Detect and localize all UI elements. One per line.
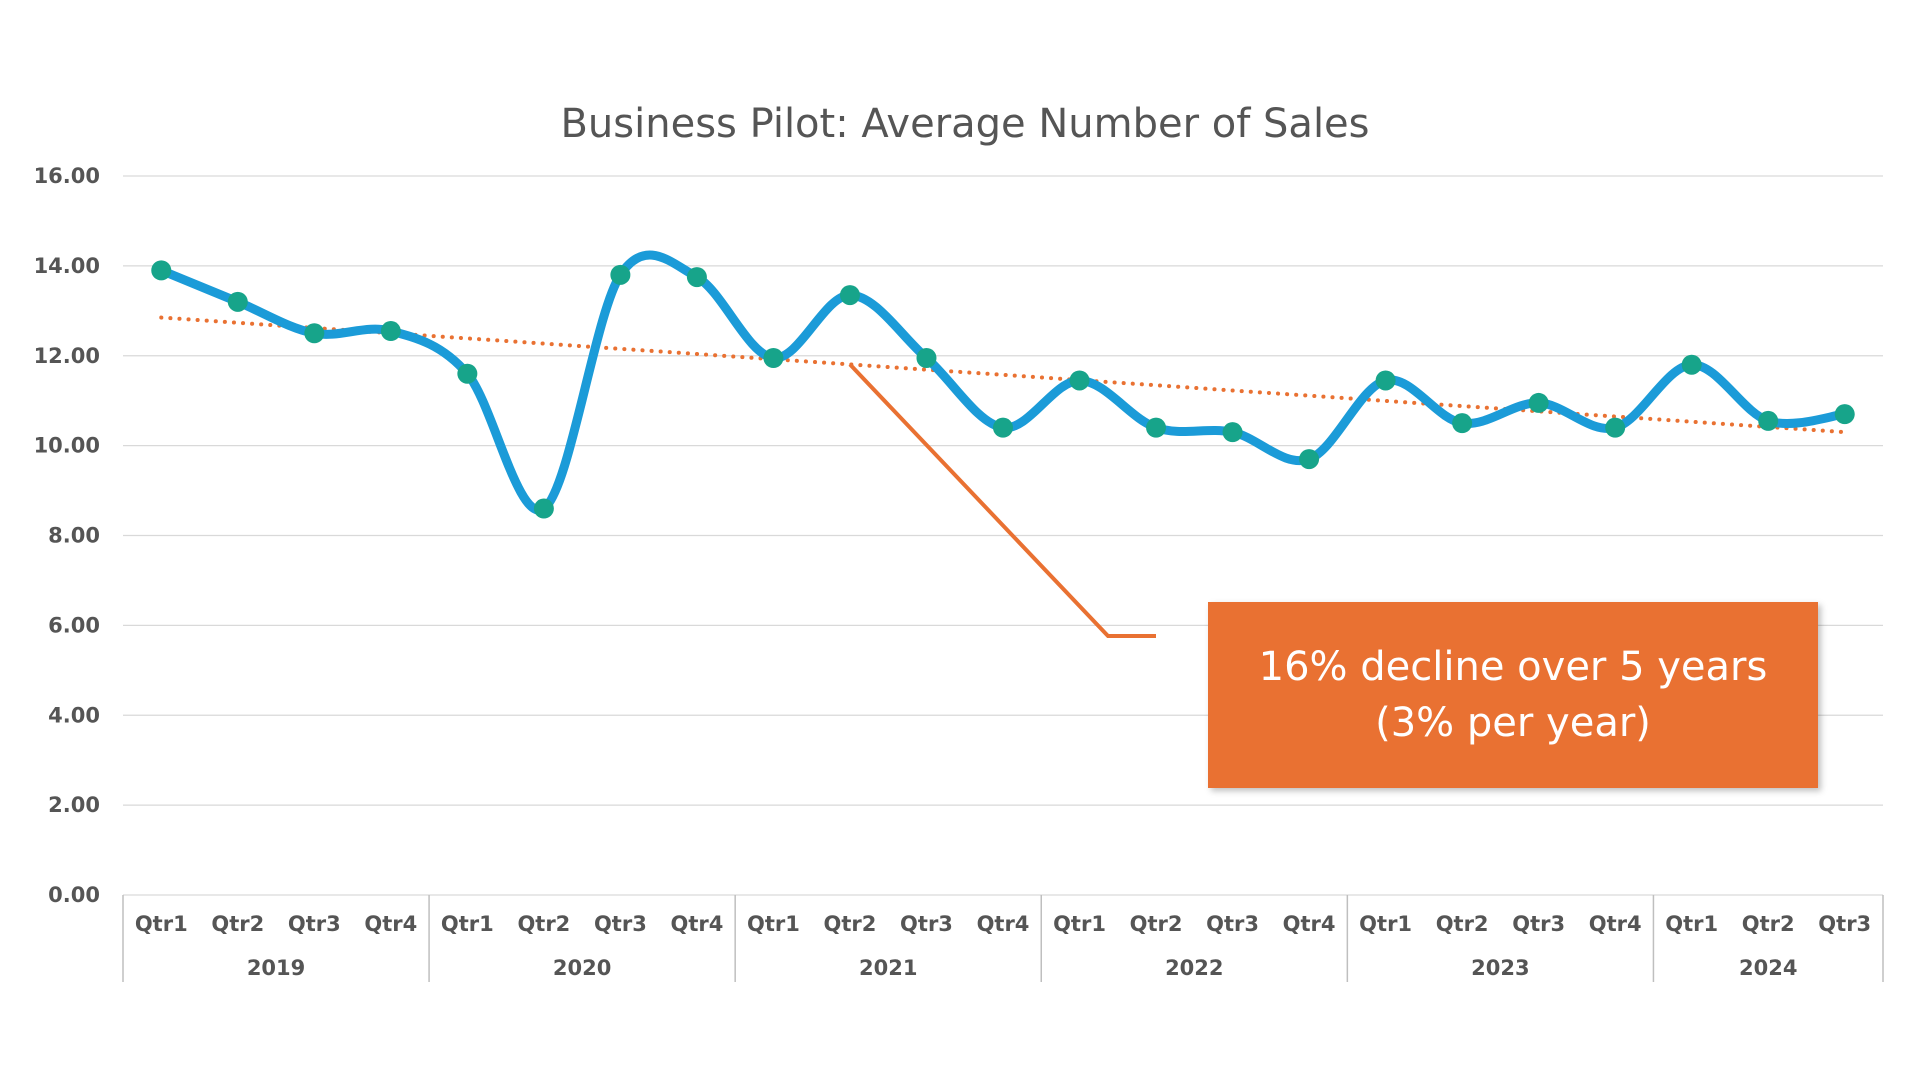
y-tick-label: 10.00 [34, 434, 100, 458]
trendline [159, 315, 1847, 435]
series-layer [156, 250, 1850, 515]
x-tick-label: Qtr1 [135, 912, 188, 936]
x-tick-label: Qtr3 [1818, 912, 1871, 936]
x-tick-label: Qtr4 [977, 912, 1030, 936]
callout-line-2: (3% per year) [1375, 700, 1651, 746]
gridlines [123, 175, 1883, 896]
x-tick-label: Qtr2 [1742, 912, 1795, 936]
data-point [993, 417, 1013, 438]
data-point [1222, 422, 1243, 443]
y-tick-label: 12.00 [34, 344, 100, 368]
callout-leader-line [848, 363, 1156, 638]
x-tick-label: Qtr2 [1436, 912, 1489, 936]
data-point [1452, 413, 1473, 434]
data-point [763, 347, 784, 368]
data-point [1069, 370, 1090, 391]
y-tick-label: 4.00 [48, 703, 100, 727]
callout-leader-layer [848, 363, 1156, 638]
y-tick-label: 16.00 [34, 164, 100, 188]
x-tick-label: Qtr3 [1206, 912, 1259, 936]
data-point [686, 267, 707, 288]
x-tick-label: Qtr3 [594, 912, 647, 936]
data-point [457, 363, 478, 384]
x-axis: Qtr1 Qtr2 Qtr3 Qtr4 Qtr1 Qtr2 Qtr3 Qtr4 Qtr1 Qtr2… [122, 895, 1884, 982]
data-point [380, 321, 401, 342]
x-tick-label: Qtr4 [1589, 912, 1642, 936]
y-tick-label: 0.00 [48, 883, 100, 907]
data-point [227, 291, 248, 312]
x-tick-label: Qtr1 [1665, 912, 1718, 936]
x-tick-label: Qtr3 [1512, 912, 1565, 936]
x-tick-label: Qtr4 [364, 912, 417, 936]
data-point [1834, 404, 1855, 425]
series-line [156, 250, 1850, 515]
y-tick-label: 14.00 [34, 254, 100, 278]
x-group-label: 2022 [1165, 956, 1223, 980]
x-tick-label: Qtr1 [1359, 912, 1412, 936]
data-point [1605, 417, 1626, 438]
y-tick-label: 8.00 [48, 524, 100, 548]
y-axis: 0.00 2.00 4.00 6.00 8.00 10.00 12.00 14.00 16.00 [34, 164, 100, 907]
chart-title: Business Pilot: Average Number of Sales [560, 101, 1369, 147]
x-group-label: 2023 [1471, 956, 1529, 980]
data-point [304, 323, 325, 344]
y-tick-label: 2.00 [48, 793, 100, 817]
data-point [1375, 370, 1396, 391]
x-group-label: 2020 [553, 956, 611, 980]
x-tick-label: Qtr1 [1053, 912, 1106, 936]
x-tick-label: Qtr4 [670, 912, 723, 936]
data-point [1299, 449, 1320, 470]
x-group-label: 2024 [1739, 956, 1797, 980]
marker-layer [151, 260, 1855, 519]
x-tick-label: Qtr2 [517, 912, 570, 936]
x-tick-label: Qtr2 [211, 912, 264, 936]
y-tick-label: 6.00 [48, 613, 100, 637]
callout-line-1: 16% decline over 5 years [1258, 644, 1768, 690]
data-point [1758, 410, 1779, 431]
x-group-label: 2021 [859, 956, 917, 980]
data-point [151, 260, 172, 281]
data-point [610, 264, 631, 285]
data-point [1681, 354, 1702, 375]
x-tick-label: Qtr2 [1130, 912, 1183, 936]
data-point [533, 498, 554, 519]
x-tick-label: Qtr4 [1283, 912, 1336, 936]
trendline-layer [159, 315, 1847, 435]
callout-box: 16% decline over 5 years (3% per year) [1208, 602, 1818, 788]
x-tick-label: Qtr3 [288, 912, 341, 936]
data-point [839, 285, 860, 306]
x-tick-label: Qtr1 [441, 912, 494, 936]
x-tick-label: Qtr3 [900, 912, 953, 936]
x-group-label: 2019 [247, 956, 305, 980]
data-point [1528, 392, 1549, 413]
data-point [916, 347, 937, 368]
x-tick-label: Qtr2 [824, 912, 877, 936]
x-tick-label: Qtr1 [747, 912, 800, 936]
data-point [1146, 417, 1167, 438]
